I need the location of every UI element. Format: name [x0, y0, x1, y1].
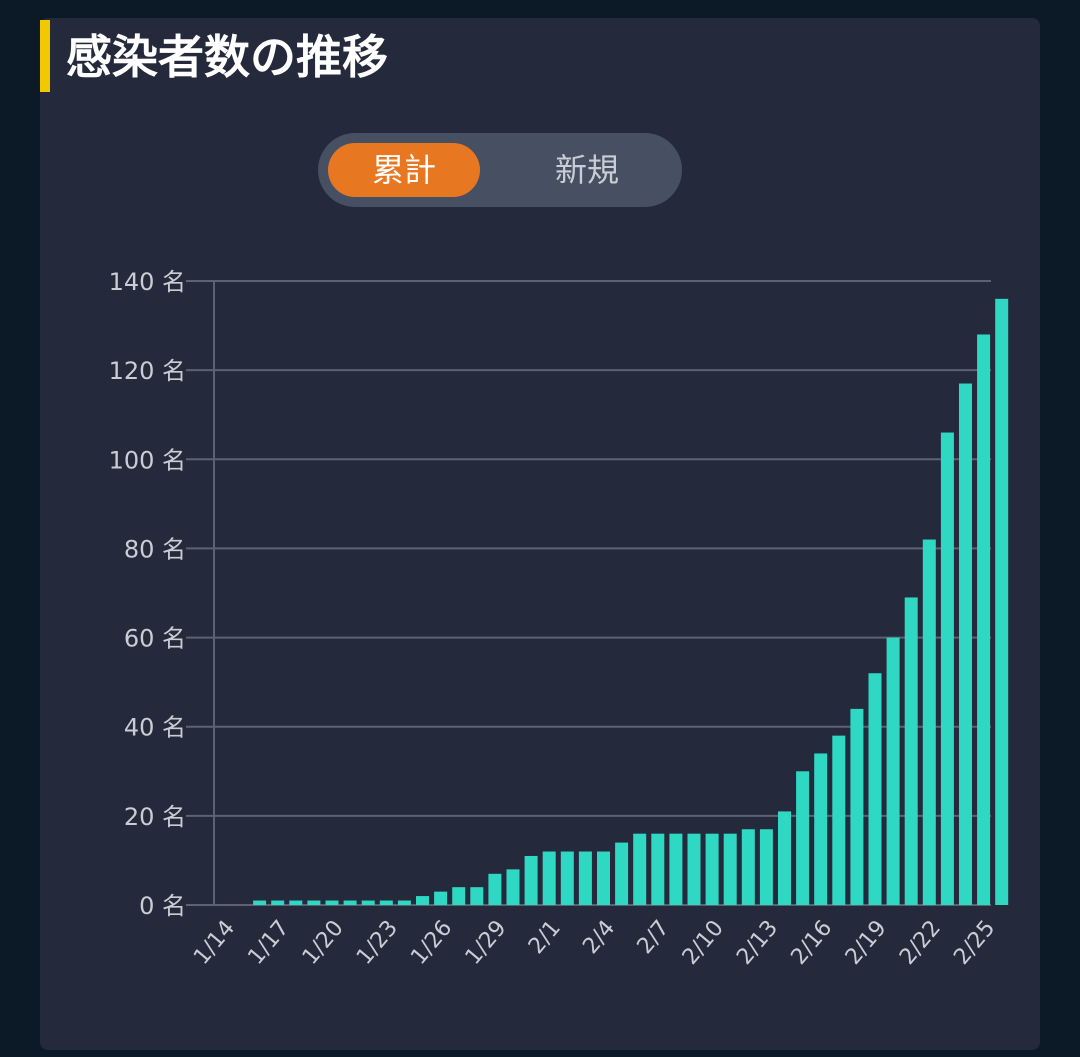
bar-1/22	[379, 900, 393, 905]
bar-2/7	[669, 833, 683, 905]
x-tick-label: 2/13	[732, 916, 783, 970]
bar-2/1	[560, 851, 574, 905]
bar-2/24	[977, 334, 991, 905]
bar-1/28	[488, 873, 502, 905]
y-tick-label: 80 名	[124, 535, 186, 563]
title-accent-bar	[40, 20, 50, 92]
y-tick-label: 140 名	[109, 268, 186, 296]
bar-2/20	[904, 597, 918, 905]
bar-1/30	[524, 855, 538, 905]
bar-2/3	[597, 851, 610, 905]
x-tick-label: 1/14	[189, 916, 240, 970]
bar-1/16	[271, 900, 285, 905]
bar-1/27	[470, 887, 484, 905]
y-tick-label: 60 名	[124, 625, 186, 653]
bar-1/24	[416, 896, 429, 905]
bar-2/18	[868, 673, 882, 905]
x-tick-label: 1/26	[406, 916, 457, 970]
bar-2/5	[633, 833, 647, 905]
cumulative-toggle-button[interactable]: 累計	[328, 143, 480, 197]
bar-2/6	[651, 833, 665, 905]
bar-2/14	[796, 771, 810, 905]
new-cases-toggle-button[interactable]: 新規	[554, 151, 619, 189]
y-tick-label: 0 名	[139, 892, 186, 920]
x-tick-label: 1/23	[352, 916, 403, 970]
x-tick-label: 1/29	[461, 916, 512, 970]
bar-2/11	[741, 829, 755, 905]
page-title: 感染者数の推移	[66, 30, 388, 84]
y-tick-label: 120 名	[109, 357, 186, 385]
bar-2/2	[578, 851, 592, 905]
x-tick-label: 2/7	[633, 916, 675, 959]
bar-1/20	[343, 900, 357, 905]
bar-2/12	[759, 829, 773, 905]
x-tick-label: 2/19	[841, 916, 892, 970]
bar-2/19	[886, 637, 900, 905]
bar-1/21	[361, 900, 375, 905]
bar-2/23	[959, 383, 972, 905]
bar-1/18	[307, 900, 321, 905]
x-tick-label: 2/1	[524, 916, 566, 959]
bar-2/21	[922, 539, 936, 905]
bar-2/4	[615, 842, 629, 905]
y-tick-label: 20 名	[124, 803, 186, 831]
x-tick-label: 2/10	[678, 916, 729, 970]
x-tick-label: 2/25	[949, 916, 1000, 970]
bar-2/13	[778, 811, 791, 905]
y-tick-label: 40 名	[124, 714, 186, 742]
x-tick-label: 1/17	[243, 916, 294, 970]
bar-2/16	[832, 735, 846, 905]
bar-2/25	[995, 298, 1009, 905]
x-tick-label: 2/22	[895, 916, 946, 970]
bar-2/17	[850, 708, 864, 905]
bar-2/22	[940, 432, 954, 905]
bar-1/25	[434, 891, 448, 905]
bar-2/15	[814, 753, 828, 905]
bar-1/15	[253, 900, 267, 905]
x-tick-label: 2/16	[786, 916, 837, 970]
x-tick-label: 1/20	[298, 916, 349, 970]
bar-2/10	[723, 833, 737, 905]
bar-2/8	[687, 833, 701, 905]
bar-2/9	[705, 833, 719, 905]
bar-1/17	[289, 900, 303, 905]
bar-1/23	[397, 900, 411, 905]
bar-1/19	[325, 900, 339, 905]
x-tick-label: 2/4	[578, 916, 620, 959]
y-tick-label: 100 名	[109, 446, 186, 474]
bar-1/29	[506, 869, 520, 905]
view-toggle: 累計 新規	[318, 133, 682, 207]
bar-1/31	[542, 851, 556, 905]
bar-1/26	[452, 887, 466, 905]
